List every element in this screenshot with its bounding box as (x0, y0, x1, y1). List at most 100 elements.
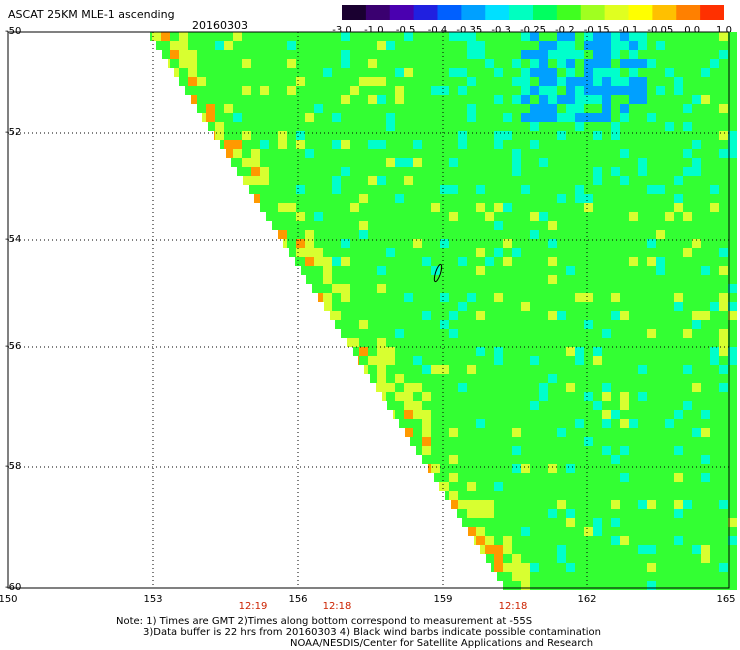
wind-cell (431, 383, 440, 392)
wind-cell (692, 185, 701, 194)
wind-cell (512, 491, 521, 500)
wind-cell (395, 338, 404, 347)
wind-cell (593, 347, 602, 356)
wind-cell (692, 338, 701, 347)
wind-cell (530, 410, 539, 419)
wind-cell (593, 140, 602, 149)
wind-cell (512, 419, 521, 428)
wind-cell (602, 284, 611, 293)
wind-cell (602, 149, 611, 158)
wind-cell (692, 32, 701, 41)
wind-cell (602, 365, 611, 374)
wind-cell (278, 131, 287, 140)
wind-cell (521, 248, 530, 257)
wind-cell (701, 527, 710, 536)
wind-cell (674, 158, 683, 167)
wind-cell (539, 320, 548, 329)
wind-cell (350, 176, 359, 185)
wind-cell (458, 59, 467, 68)
wind-cell (449, 59, 458, 68)
wind-cell (467, 95, 476, 104)
wind-cell (539, 482, 548, 491)
wind-cell (638, 194, 647, 203)
wind-cell (611, 68, 620, 77)
wind-cell (494, 167, 503, 176)
wind-cell (431, 257, 440, 266)
wind-cell (386, 239, 395, 248)
wind-cell (701, 203, 710, 212)
wind-cell (458, 32, 467, 41)
colorbar-tick-label: -0.3 (491, 25, 511, 36)
wind-cell (521, 185, 530, 194)
wind-cell (485, 257, 494, 266)
wind-cell (710, 338, 719, 347)
wind-cell (620, 284, 629, 293)
wind-cell (557, 482, 566, 491)
wind-cell (728, 563, 737, 572)
wind-cell (323, 86, 332, 95)
wind-cell (458, 95, 467, 104)
wind-cell (476, 473, 485, 482)
wind-cell (305, 104, 314, 113)
wind-cell (728, 527, 737, 536)
wind-cell (584, 50, 593, 59)
wind-cell (629, 32, 638, 41)
wind-cell (665, 248, 674, 257)
wind-cell (467, 131, 476, 140)
wind-cell (413, 221, 422, 230)
wind-cell (521, 140, 530, 149)
wind-cell (647, 302, 656, 311)
wind-cell (710, 176, 719, 185)
wind-cell (566, 77, 575, 86)
wind-cell (701, 50, 710, 59)
wind-cell (476, 86, 485, 95)
wind-cell (692, 167, 701, 176)
wind-cell (413, 59, 422, 68)
wind-cell (296, 32, 305, 41)
wind-cell (332, 32, 341, 41)
wind-cell (584, 401, 593, 410)
wind-cell (683, 356, 692, 365)
wind-cell (503, 473, 512, 482)
wind-cell (476, 41, 485, 50)
wind-cell (503, 185, 512, 194)
wind-cell (710, 185, 719, 194)
wind-cell (566, 167, 575, 176)
wind-cell (674, 554, 683, 563)
wind-cell (305, 95, 314, 104)
wind-cell (458, 473, 467, 482)
wind-cell (557, 257, 566, 266)
wind-cell (584, 194, 593, 203)
wind-cell (728, 275, 737, 284)
wind-cell (269, 32, 278, 41)
wind-cell (629, 446, 638, 455)
wind-cell (440, 185, 449, 194)
wind-cell (710, 320, 719, 329)
wind-cell (449, 95, 458, 104)
longitude-label: 150 (0, 594, 18, 605)
wind-cell (278, 230, 287, 239)
wind-cell (701, 536, 710, 545)
wind-cell (719, 122, 728, 131)
wind-cell (386, 158, 395, 167)
wind-cell (647, 212, 656, 221)
wind-cell (458, 86, 467, 95)
wind-cell (701, 581, 710, 590)
wind-cell (431, 464, 440, 473)
wind-cell (431, 293, 440, 302)
wind-cell (566, 131, 575, 140)
wind-cell (485, 455, 494, 464)
wind-cell (197, 50, 206, 59)
wind-cell (305, 176, 314, 185)
wind-cell (674, 212, 683, 221)
wind-cell (251, 41, 260, 50)
wind-cell (647, 158, 656, 167)
wind-cell (332, 275, 341, 284)
wind-cell (350, 185, 359, 194)
wind-cell (440, 257, 449, 266)
wind-cell (548, 383, 557, 392)
wind-cell (584, 329, 593, 338)
wind-cell (629, 257, 638, 266)
wind-cell (314, 32, 323, 41)
wind-cell (665, 77, 674, 86)
